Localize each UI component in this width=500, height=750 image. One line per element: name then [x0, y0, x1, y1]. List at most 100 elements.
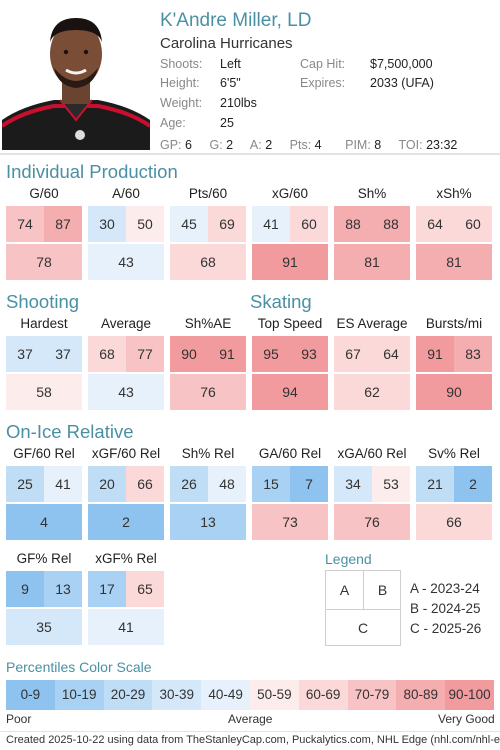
- toi-value: 23:32: [426, 138, 458, 152]
- section-individual-production: Individual Production: [6, 161, 178, 182]
- weight-value: 210lbs: [220, 96, 257, 110]
- gp-label: GP:: [160, 138, 182, 152]
- percentile-2024-25: 41: [44, 466, 82, 502]
- section-skating: Skating: [250, 291, 312, 312]
- color-scale-title: Percentiles Color Scale: [6, 659, 152, 675]
- percentile-2025-26: 66: [416, 504, 492, 540]
- legend-title: Legend: [325, 551, 372, 567]
- metric-tile: xG/60 41 60 91: [252, 185, 328, 280]
- metric-title: G/60: [29, 186, 59, 201]
- metric-tile: G/60 74 87 78: [6, 185, 82, 280]
- age-label: Age:: [160, 116, 186, 130]
- percentile-2025-26: 81: [416, 244, 492, 280]
- percentile-2023-24: 64: [416, 206, 454, 242]
- percentile-2025-26: 76: [170, 374, 246, 410]
- metric-tile: Hardest 37 37 58: [6, 315, 82, 410]
- section-shooting: Shooting: [6, 291, 80, 312]
- percentile-2023-24: 30: [88, 206, 126, 242]
- percentile-2025-26: 2: [88, 504, 164, 540]
- metric-tile: GF% Rel 9 13 35: [6, 550, 82, 645]
- percentile-2025-26: 76: [334, 504, 410, 540]
- metric-title: GA/60 Rel: [258, 446, 322, 461]
- a-label: A:: [249, 138, 262, 152]
- percentile-2023-24: 37: [6, 336, 44, 372]
- toi-label: TOI:: [398, 138, 423, 152]
- metric-tile: Bursts/mi 91 83 90: [416, 315, 492, 410]
- percentile-2023-24: 74: [6, 206, 44, 242]
- scale-bin: 70-79: [347, 680, 397, 710]
- metric-tile: Sv% Rel 21 2 66: [416, 445, 492, 540]
- percentile-2023-24: 20: [88, 466, 126, 502]
- percentile-2024-25: 50: [126, 206, 164, 242]
- metric-tile: xGF/60 Rel 20 66 2: [88, 445, 164, 540]
- legend-cell-b: B: [377, 582, 388, 598]
- metric-title: GF/60 Rel: [13, 446, 75, 461]
- player-photo: [2, 8, 150, 150]
- pts-value: 4: [314, 138, 322, 152]
- metric-tile: GA/60 Rel 15 7 73: [252, 445, 328, 540]
- height-label: Height:: [160, 76, 200, 90]
- percentile-2025-26: 78: [6, 244, 82, 280]
- percentile-2023-24: 88: [334, 206, 372, 242]
- percentile-2025-26: 41: [88, 609, 164, 645]
- metric-tile: Top Speed 95 93 94: [252, 315, 328, 410]
- percentile-2025-26: 62: [334, 374, 410, 410]
- g-value: 2: [226, 138, 234, 152]
- scale-bin: 60-69: [298, 680, 348, 710]
- percentile-2023-24: 41: [252, 206, 290, 242]
- percentile-2024-25: 83: [454, 336, 492, 372]
- percentile-2024-25: 69: [208, 206, 246, 242]
- legend-box: A B C: [325, 570, 401, 646]
- metric-title: Average: [100, 316, 152, 331]
- percentile-2024-25: 65: [126, 571, 164, 607]
- percentile-2023-24: 15: [252, 466, 290, 502]
- percentile-2025-26: 91: [252, 244, 328, 280]
- expires-label: Expires:: [300, 76, 346, 90]
- percentile-2025-26: 81: [334, 244, 410, 280]
- percentile-2024-25: 37: [44, 336, 82, 372]
- percentile-2023-24: 25: [6, 466, 44, 502]
- scale-bin: 50-59: [249, 680, 299, 710]
- g-label: G:: [209, 138, 223, 152]
- percentile-2024-25: 48: [208, 466, 246, 502]
- percentile-2025-26: 73: [252, 504, 328, 540]
- metric-title: A/60: [112, 186, 140, 201]
- weight-label: Weight:: [160, 96, 203, 110]
- percentile-2024-25: 60: [454, 206, 492, 242]
- metric-title: xG/60: [271, 186, 309, 201]
- scale-bin: 0-9: [6, 680, 55, 710]
- metric-tile: xSh% 64 60 81: [416, 185, 492, 280]
- scale-bin: 80-89: [396, 680, 446, 710]
- percentile-2025-26: 68: [170, 244, 246, 280]
- percentile-2024-25: 88: [372, 206, 410, 242]
- caphit-label: Cap Hit:: [300, 57, 346, 71]
- percentile-2024-25: 93: [290, 336, 328, 372]
- metric-tile: Pts/60 45 69 68: [170, 185, 246, 280]
- metric-title: Sh%AE: [184, 316, 232, 331]
- metric-title: xSh%: [436, 186, 472, 201]
- metric-tile: Sh%AE 90 91 76: [170, 315, 246, 410]
- a-value: 2: [265, 138, 273, 152]
- metric-title: Pts/60: [188, 186, 228, 201]
- metric-tile: ES Average 67 64 62: [334, 315, 410, 410]
- gp-value: 6: [185, 138, 192, 152]
- metric-tile: A/60 30 50 43: [88, 185, 164, 280]
- percentile-2025-26: 43: [88, 244, 164, 280]
- metric-title: Top Speed: [257, 316, 323, 331]
- metric-title: ES Average: [336, 316, 408, 331]
- percentile-2025-26: 43: [88, 374, 164, 410]
- scale-label-average: Average: [228, 712, 273, 726]
- legend-line-a: A - 2023-24: [410, 581, 480, 596]
- scale-bin: 10-19: [54, 680, 104, 710]
- metric-title: Sh% Rel: [181, 446, 235, 461]
- shoots-row: Shoots:: [160, 57, 202, 71]
- metric-title: Sv% Rel: [428, 446, 480, 461]
- percentile-2023-24: 45: [170, 206, 208, 242]
- percentile-2023-24: 68: [88, 336, 126, 372]
- legend-cell-c: C: [357, 620, 369, 636]
- percentile-2024-25: 7: [290, 466, 328, 502]
- metric-tile: Average 68 77 43: [88, 315, 164, 410]
- percentile-2024-25: 66: [126, 466, 164, 502]
- height-value: 6'5": [220, 76, 241, 90]
- metric-tile: xGA/60 Rel 34 53 76: [334, 445, 410, 540]
